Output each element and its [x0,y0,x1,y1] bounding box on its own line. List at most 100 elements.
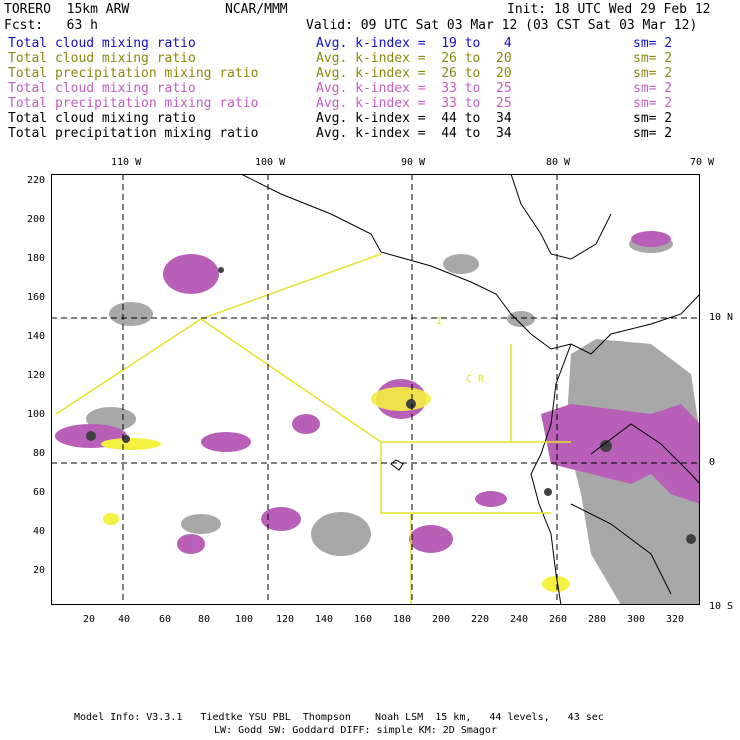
coastline [510,174,612,260]
x-tick: 260 [549,614,568,625]
coastline [570,503,672,595]
x-tick: 160 [354,614,373,625]
lon-label-90w: 90 W [401,157,426,168]
legend-kindex-2: Avg. k-index = 26 to 20 [316,51,512,66]
region-label-i: I [436,316,442,327]
purple-precip-area [163,254,219,294]
legend-kindex-6: Avg. k-index = 44 to 34 [316,111,512,126]
lat-label-0: 0 [709,457,716,468]
legend-field-2: Total cloud mixing ratio [8,51,196,66]
x-tick: 200 [432,614,451,625]
legend-field-4: Total cloud mixing ratio [8,81,196,96]
x-tick: 180 [393,614,412,625]
precip-fields [55,231,700,605]
gray-cloud-area [181,514,221,534]
x-tick: 40 [118,614,131,625]
x-tick: 120 [276,614,295,625]
yellow-precip-area [103,513,119,525]
legend-sm-5: sm= 2 [633,96,673,111]
legend-field-7: Total precipitation mixing ratio [8,126,259,141]
yellow-precip-area [542,576,570,592]
legend-field-3: Total precipitation mixing ratio [8,66,259,81]
x-tick: 20 [83,614,96,625]
y-tick: 200 [27,214,46,225]
legend-sm-7: sm= 2 [633,126,673,141]
x-tick: 320 [666,614,685,625]
lat-label-10s: 10 S [709,601,734,612]
legend-sm-4: sm= 2 [633,81,673,96]
coastline [530,343,572,605]
dark-core [122,435,130,443]
y-tick: 180 [27,253,46,264]
dark-core [218,267,224,273]
x-tick: 60 [159,614,172,625]
legend-field-1: Total cloud mixing ratio [8,36,196,51]
x-tick: 220 [471,614,490,625]
valid-time: Valid: 09 UTC Sat 03 Mar 12 (03 CST Sat … [306,18,698,33]
legend-kindex-1: Avg. k-index = 19 to 4 [316,36,512,51]
legend-field-5: Total precipitation mixing ratio [8,96,259,111]
purple-precip-area [201,432,251,452]
lon-label-70w: 70 W [690,157,715,168]
dark-core [86,431,96,441]
legend-sm-3: sm= 2 [633,66,673,81]
legend-kindex-3: Avg. k-index = 26 to 20 [316,66,512,81]
y-tick: 80 [33,448,46,459]
y-tick: 40 [33,526,46,537]
legend-sm-2: sm= 2 [633,51,673,66]
x-tick: 240 [510,614,529,625]
boundary-line [55,253,382,415]
y-tick: 20 [33,565,46,576]
y-tick: 220 [27,175,46,186]
y-tick: 160 [27,292,46,303]
legend-sm-6: sm= 2 [633,111,673,126]
x-tick: 280 [588,614,607,625]
boundary-line [380,442,551,514]
forecast-hour: Fcst: 63 h [4,18,98,33]
y-tick: 120 [27,370,46,381]
gray-cloud-area [311,512,371,556]
dark-core [406,399,416,409]
x-tick: 140 [315,614,334,625]
map-frame [51,174,700,605]
yellow-precip-area [371,387,431,411]
purple-precip-area [475,491,507,507]
y-tick: 140 [27,331,46,342]
dark-core [600,440,612,452]
purple-precip-area [409,525,453,553]
y-tick: 100 [27,409,46,420]
lon-label-110w: 110 W [111,157,142,168]
x-tick: 100 [235,614,254,625]
coastline [240,174,700,355]
gray-cloud-area [507,311,535,327]
lon-label-100w: 100 W [255,157,286,168]
boundary-lines [55,253,571,605]
x-tick: 300 [627,614,646,625]
dark-core [686,534,696,544]
purple-precip-area [261,507,301,531]
lat-label-10n: 10 N [709,312,734,323]
gray-cloud-area [109,302,153,326]
dark-core [544,488,552,496]
map-panel: C R I [51,174,700,605]
model-title: TORERO 15km ARW [4,2,130,17]
boundary-line [200,318,512,443]
y-tick: 60 [33,487,46,498]
footer-physics-info: LW: Godd SW: Goddard DIFF: simple KM: 2D… [214,725,497,736]
lon-label-80w: 80 W [546,157,571,168]
legend-field-6: Total cloud mixing ratio [8,111,196,126]
purple-precip-area [292,414,320,434]
region-label-cr: C R [466,374,485,385]
legend-kindex-4: Avg. k-index = 33 to 25 [316,81,512,96]
x-tick: 80 [198,614,211,625]
legend-kindex-7: Avg. k-index = 44 to 34 [316,126,512,141]
coastlines [240,174,700,605]
legend-kindex-5: Avg. k-index = 33 to 25 [316,96,512,111]
purple-precip-area [631,231,671,247]
grid-lines [51,174,700,605]
footer-model-info: Model Info: V3.3.1 Tiedtke YSU PBL Thomp… [74,712,604,723]
yellow-precip-area [101,438,161,450]
org-label: NCAR/MMM [225,2,288,17]
init-time: Init: 18 UTC Wed 29 Feb 12 [507,2,711,17]
island [390,459,404,471]
